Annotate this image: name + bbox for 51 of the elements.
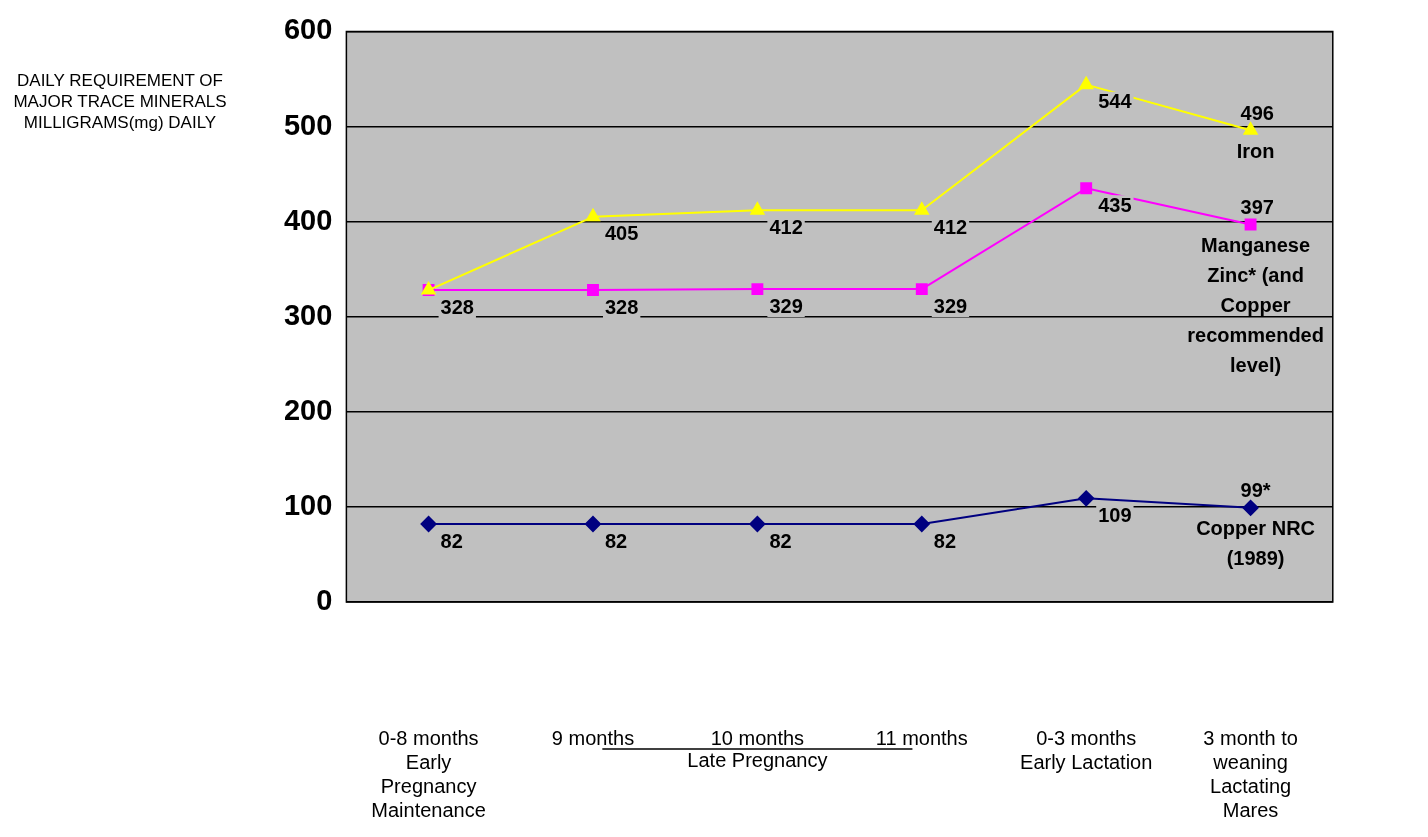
point <box>1243 122 1258 135</box>
point <box>585 208 601 222</box>
y-tick-label: 300 <box>283 298 333 331</box>
point <box>751 283 764 296</box>
point <box>1078 490 1095 507</box>
data-label: 82 <box>440 529 463 552</box>
point <box>749 516 766 533</box>
point <box>913 516 930 533</box>
data-label: 412 <box>769 215 803 238</box>
series-label: Manganese Zinc* (and Copper recommended level) <box>1187 233 1324 376</box>
data-label: 544 <box>1098 90 1133 113</box>
point <box>915 283 928 296</box>
point <box>1080 182 1093 195</box>
point <box>420 516 437 533</box>
point <box>584 516 601 533</box>
point <box>1244 218 1257 231</box>
y-axis-title: DAILY REQUIREMENT OF MAJOR TRACE MINERALS MILLIGRAMS(mg) DAILY <box>12 70 228 133</box>
point <box>1079 76 1094 90</box>
series-label: Iron <box>1236 139 1275 162</box>
data-label: 329 <box>933 294 968 317</box>
x-tick-label: 10 months <box>710 726 805 749</box>
y-tick-label: 600 <box>283 13 333 46</box>
data-label: 109 <box>1098 503 1132 526</box>
data-label: 82 <box>933 529 957 552</box>
series-label: Copper NRC (1989) <box>1196 517 1316 570</box>
data-label: 405 <box>604 222 639 245</box>
data-label: 412 <box>933 215 968 238</box>
y-tick-label: 0 <box>316 584 333 616</box>
y-tick-label: 500 <box>283 108 333 141</box>
x-tick-label: 3 month to weaning Lactating Mares <box>1203 726 1298 821</box>
y-tick-label: 100 <box>283 488 333 521</box>
point <box>587 284 599 297</box>
data-label: 328 <box>604 295 639 318</box>
data-label: 82 <box>769 529 792 552</box>
data-label: 82 <box>604 529 628 552</box>
data-label: 435 <box>1098 193 1132 216</box>
data-label: 99* <box>1240 479 1271 502</box>
x-tick-label: 0-3 months Early Lactation <box>1020 726 1153 773</box>
x-tick-label: 9 months <box>551 726 635 749</box>
point <box>1242 499 1259 516</box>
data-label: 328 <box>440 295 474 318</box>
point <box>914 202 929 215</box>
data-label: 496 <box>1240 101 1274 124</box>
y-tick-label: 200 <box>283 393 333 426</box>
data-label: 329 <box>769 294 803 317</box>
x-tick-label: 11 months <box>875 726 968 749</box>
y-tick-label: 400 <box>283 203 333 236</box>
data-label: 397 <box>1240 195 1274 218</box>
x-tick-label: 0-8 months Early Pregnancy Maintenance <box>371 726 486 821</box>
text: Late Pregnancy <box>687 748 828 771</box>
point <box>750 202 765 215</box>
